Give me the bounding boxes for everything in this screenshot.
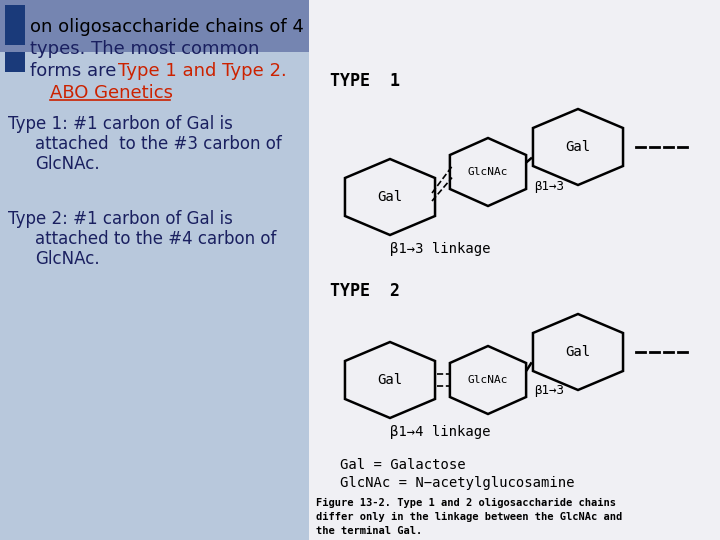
Text: Gal: Gal <box>377 373 402 387</box>
Text: on oligosaccharide chains of 4: on oligosaccharide chains of 4 <box>30 18 304 36</box>
Text: TYPE  1: TYPE 1 <box>330 72 400 90</box>
Text: Type 2: #1 carbon of Gal is: Type 2: #1 carbon of Gal is <box>8 210 233 228</box>
Text: Gal: Gal <box>565 345 590 359</box>
Text: GlcNAc.: GlcNAc. <box>35 250 99 268</box>
Text: GlcNAc.: GlcNAc. <box>35 155 99 173</box>
Text: Type 1: #1 carbon of Gal is: Type 1: #1 carbon of Gal is <box>8 115 233 133</box>
Text: GlcNAc: GlcNAc <box>468 375 508 385</box>
Text: Type 1 and Type 2.: Type 1 and Type 2. <box>118 62 287 80</box>
Text: types. The most common: types. The most common <box>30 40 259 58</box>
Text: β1→3: β1→3 <box>534 384 564 397</box>
Text: TYPE  2: TYPE 2 <box>330 282 400 300</box>
Text: GlcNAc: GlcNAc <box>468 167 508 177</box>
Text: GlcNAc = N−acetylglucosamine: GlcNAc = N−acetylglucosamine <box>340 476 575 490</box>
Text: Gal: Gal <box>377 190 402 204</box>
FancyBboxPatch shape <box>5 5 25 45</box>
Text: Gal = Galactose: Gal = Galactose <box>340 458 466 472</box>
FancyBboxPatch shape <box>5 52 25 72</box>
Text: attached to the #4 carbon of: attached to the #4 carbon of <box>35 230 276 248</box>
Text: Figure 13-2. Type 1 and 2 oligosaccharide chains
differ only in the linkage betw: Figure 13-2. Type 1 and 2 oligosaccharid… <box>316 498 622 536</box>
Text: β1→3: β1→3 <box>534 180 564 193</box>
Text: ABO Genetics: ABO Genetics <box>50 84 173 102</box>
FancyBboxPatch shape <box>0 0 309 540</box>
Text: forms are: forms are <box>30 62 122 80</box>
FancyBboxPatch shape <box>0 0 309 52</box>
Text: β1→4 linkage: β1→4 linkage <box>390 425 490 439</box>
Text: Gal: Gal <box>565 140 590 154</box>
FancyBboxPatch shape <box>309 0 720 540</box>
Text: β1→3 linkage: β1→3 linkage <box>390 242 490 256</box>
Text: attached  to the #3 carbon of: attached to the #3 carbon of <box>35 135 282 153</box>
